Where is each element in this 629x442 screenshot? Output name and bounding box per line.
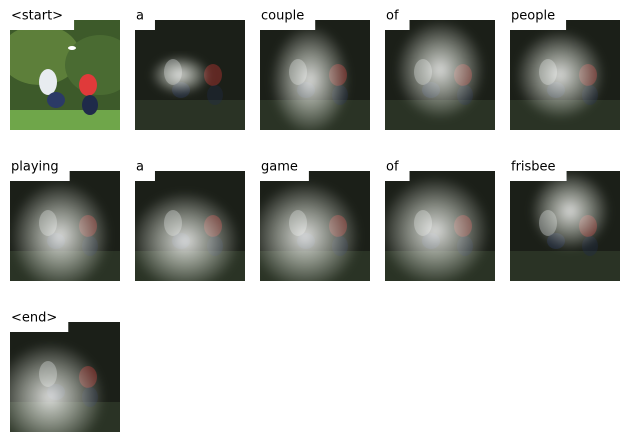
word-label: of	[386, 9, 399, 24]
attention-blob	[135, 191, 240, 281]
attention-image	[385, 20, 495, 130]
attention-blob	[10, 181, 110, 281]
label-box	[508, 157, 567, 181]
word-label: of	[386, 160, 399, 175]
label-box	[8, 6, 75, 30]
word-label: a	[136, 9, 144, 24]
player-white-legs	[47, 92, 65, 108]
word-label: a	[136, 160, 144, 175]
word-label: people	[511, 9, 555, 24]
attention-image	[260, 20, 370, 130]
attention-image	[510, 171, 620, 281]
attention-image	[135, 20, 245, 130]
attention-image	[10, 322, 120, 432]
label-box	[258, 6, 316, 30]
label-box	[133, 6, 155, 30]
label-box	[508, 6, 567, 30]
word-label: playing	[11, 160, 59, 175]
label-box	[8, 308, 69, 332]
player-red-legs	[207, 85, 223, 105]
word-label: couple	[261, 9, 304, 24]
player-red	[79, 74, 97, 96]
foliage	[65, 35, 120, 95]
word-label: <start>	[11, 9, 63, 24]
attention-image	[135, 171, 245, 281]
foliage	[10, 25, 80, 85]
attention-image	[260, 171, 370, 281]
frisbee	[68, 46, 76, 50]
attention-image	[10, 171, 120, 281]
attention-image	[10, 20, 120, 130]
attention-blob	[515, 30, 605, 120]
grass	[510, 251, 620, 281]
attention-blob	[530, 171, 610, 251]
attention-blob	[270, 25, 350, 130]
label-box	[8, 157, 70, 181]
label-box	[383, 6, 410, 30]
label-box	[258, 157, 309, 181]
grass	[10, 110, 120, 130]
attention-blob	[385, 176, 490, 281]
word-label: game	[261, 160, 298, 175]
label-box	[383, 157, 410, 181]
attention-blob	[150, 55, 210, 95]
attention-image	[510, 20, 620, 130]
word-label: frisbee	[511, 160, 556, 175]
attention-blob	[10, 342, 105, 432]
attention-blob	[395, 20, 485, 120]
grass	[135, 100, 245, 130]
label-box	[133, 157, 155, 181]
player-white	[39, 69, 57, 95]
attention-image	[385, 171, 495, 281]
word-label: <end>	[11, 311, 57, 326]
attention-blob	[260, 181, 360, 281]
player-red-legs	[82, 95, 98, 115]
